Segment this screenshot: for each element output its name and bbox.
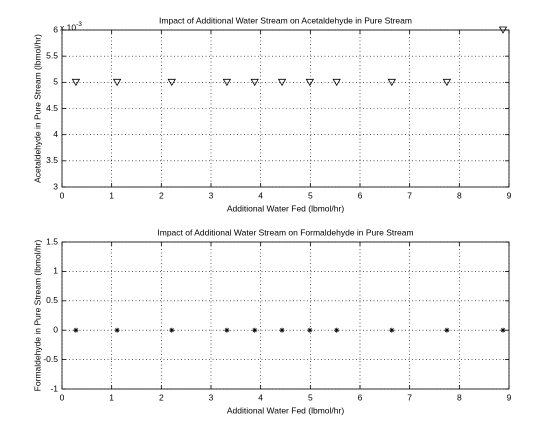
- data-point: [224, 327, 230, 333]
- x-tick-label: 8: [457, 190, 462, 200]
- y-tick-label: 4: [53, 129, 58, 139]
- y-tick-label: 0: [53, 324, 58, 334]
- data-point: [387, 78, 396, 87]
- y-tick-label: 4.5: [46, 103, 58, 113]
- x-tick-label: 7: [407, 190, 412, 200]
- x-tick-label: 0: [60, 190, 65, 200]
- data-point: [279, 327, 285, 333]
- y-tick-label: 3.5: [46, 155, 58, 165]
- axes-box: [61, 241, 510, 390]
- chart-title: Impact of Additional Water Stream on Ace…: [159, 15, 412, 25]
- x-axis-label: Additional Water Fed (lbmol/hr): [227, 405, 344, 415]
- x-tick-label: 0: [60, 392, 65, 402]
- x-tick-label: 3: [209, 190, 214, 200]
- data-point: [73, 327, 79, 333]
- data-point: [112, 78, 122, 87]
- data-point: [500, 327, 506, 333]
- x-tick-label: 4: [258, 190, 263, 200]
- y-tick-label: 5: [53, 77, 58, 87]
- y-multiplier: x 10-3: [60, 21, 82, 33]
- y-tick-label: -1: [50, 383, 58, 393]
- y-tick-label: 1.5: [46, 236, 58, 246]
- data-point: [71, 78, 81, 87]
- data-point: [114, 327, 120, 333]
- data-point: [305, 78, 315, 87]
- x-tick-label: 5: [308, 392, 313, 402]
- data-point: [252, 327, 258, 333]
- x-tick-label: 9: [507, 190, 512, 200]
- data-point: [444, 327, 450, 333]
- data-point: [169, 327, 175, 333]
- data-point: [332, 78, 341, 87]
- x-tick-label: 6: [358, 392, 363, 402]
- x-tick-label: 1: [109, 392, 114, 402]
- x-tick-label: 3: [209, 392, 214, 402]
- data-point: [307, 327, 313, 333]
- x-tick-label: 2: [159, 392, 164, 402]
- y-tick-label: 6: [53, 24, 58, 34]
- data-point: [389, 327, 395, 333]
- data-point: [442, 78, 452, 87]
- data-point: [167, 78, 176, 87]
- x-tick-label: 6: [358, 190, 363, 200]
- data-point: [250, 78, 259, 87]
- y-tick-label: -0.5: [43, 354, 58, 364]
- x-tick-label: 7: [407, 392, 412, 402]
- chart-title: Impact of Additional Water Stream on For…: [157, 227, 413, 237]
- y-axis-label: Formaldehyde in Pure Stream (lbmol/hr): [32, 240, 42, 392]
- x-tick-label: 5: [308, 190, 313, 200]
- x-tick-label: 2: [159, 190, 164, 200]
- y-multiplier-exponent: -3: [76, 21, 82, 28]
- y-axis-label: Acetaldehyde in Pure Stream (lbmol/hr): [32, 34, 42, 183]
- x-tick-label: 8: [457, 392, 462, 402]
- y-tick-label: 3: [53, 181, 58, 191]
- x-tick-label: 9: [507, 392, 512, 402]
- x-axis-label: Additional Water Fed (lbmol/hr): [227, 203, 344, 213]
- x-tick-label: 4: [258, 392, 263, 402]
- y-tick-label: 0.5: [46, 295, 58, 305]
- data-point: [498, 26, 508, 34]
- data-point: [222, 78, 232, 87]
- x-tick-label: 1: [109, 190, 114, 200]
- data-point: [334, 327, 340, 333]
- data-point: [277, 78, 287, 87]
- y-tick-label: 5.5: [46, 50, 58, 60]
- y-tick-label: 1: [53, 266, 58, 276]
